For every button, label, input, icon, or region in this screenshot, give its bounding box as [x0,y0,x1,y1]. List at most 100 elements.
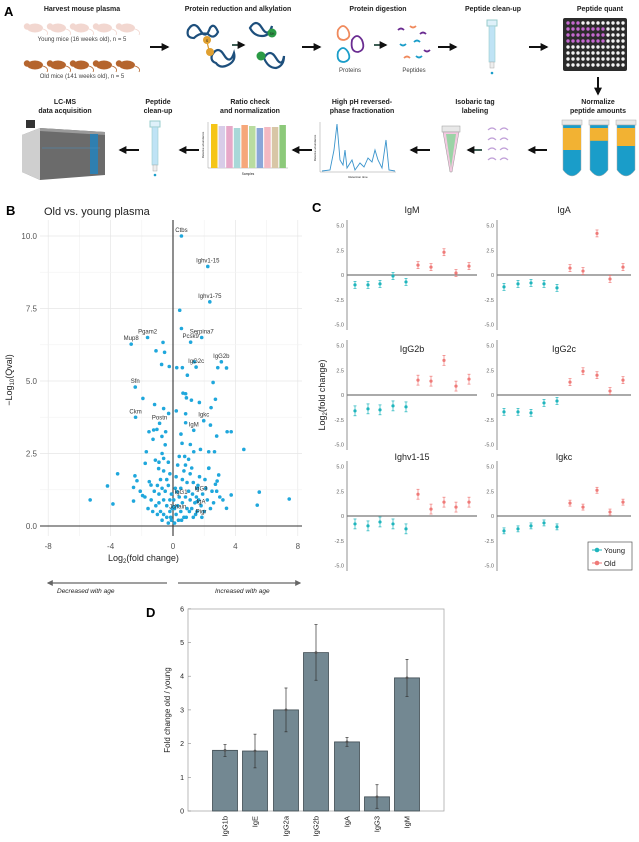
young-point [391,274,395,278]
step-normalize-l2: peptide amounts [570,108,626,115]
plate-well [611,45,615,49]
young-point [353,283,357,287]
plate-well [586,63,590,67]
plate-well [621,51,625,55]
data-point [164,477,169,482]
y-tick-label: 0 [341,273,344,279]
data-point [153,458,158,462]
data-point [164,515,169,520]
old-point [442,500,446,504]
step-ratio-l2: and normalization [220,108,280,115]
young-mice-label: Young mice (16 weeks old), n = 5 [38,37,127,43]
gene-label: IgG1 [175,490,189,496]
y-tick-label: 5.0 [486,465,494,471]
plate-well [581,27,585,31]
labeled-point [201,418,206,423]
data-point [213,482,218,487]
increased-label: Increased with age [215,588,270,595]
bar-iga [334,741,360,812]
young-point [516,282,520,286]
plate-well [611,63,615,67]
gene-label: Jchain [169,505,186,511]
step-cleanup: Peptide clean-up [465,6,521,13]
y-tick-label: 0 [341,393,344,399]
plate-well [606,27,610,31]
data-point [167,364,172,369]
y-tick-label: -5.0 [485,564,494,570]
subplot-iga: IgA 5.0 2.5 0 -2.5 -5.0 [485,205,631,330]
mouse-head [46,60,54,67]
labeled-point [205,264,210,269]
plate-well [581,45,585,49]
data-point [183,391,188,396]
labeled-point [194,365,198,369]
y-tick-label: -5.0 [335,323,344,329]
data-point [218,495,222,499]
data-point [198,447,203,452]
data-point [150,509,155,514]
data-point [157,492,161,496]
data-point [211,501,216,505]
data-point [257,490,262,494]
minibar [233,128,241,168]
data-point [168,509,172,514]
data-point [208,423,213,427]
plate-well [571,39,575,43]
y-tick-label: 1 [180,775,184,782]
y-tick-label: 7.5 [26,305,38,314]
proteins-label: Proteins [339,68,361,74]
plate-well [621,21,625,25]
y-tick-label: 5.0 [336,465,344,471]
mouse-icon [27,23,43,33]
y-tick-label: 3 [180,707,184,714]
tube-orange-layer [563,128,581,150]
old-point [442,250,446,254]
subplot-title: IgG2b [400,344,425,354]
plate-well [596,39,600,43]
plate-well [586,51,590,55]
plate-well [601,39,605,43]
data-point [163,489,167,494]
plate-well [616,45,620,49]
plate-well [566,57,570,61]
old-point [621,378,625,382]
plate-well [616,51,620,55]
mouse-tail [88,28,94,36]
plate-well [601,63,605,67]
y-tick-label: 5.0 [26,377,38,386]
gene-label: Mup8 [124,336,140,342]
d-ylabel: Fold change old / young [163,667,172,752]
legend-old-marker [594,560,600,566]
y-tick-label: 2.5 [336,368,344,374]
cleanup-column-icon-2 [149,120,161,177]
mouse-tail [65,65,71,73]
y-tick-label: 0 [180,809,184,816]
gene-label: IgG2c [188,359,204,365]
young-point [404,405,408,409]
gene-label: Ighv1-75 [198,294,222,300]
y-tick-label: 0.0 [26,522,38,531]
data-point [168,472,172,476]
plate-well [591,63,595,67]
data-point [287,497,292,501]
data-point [159,362,164,367]
plate-well [601,33,605,37]
y-tick-label: 2 [180,741,184,748]
young-point [366,407,370,411]
data-point [203,477,207,482]
labeled-point [133,385,138,389]
young-point [555,525,559,529]
data-point [188,442,193,447]
plate-well [611,33,615,37]
tube-cap [588,119,610,126]
data-point [215,365,220,370]
data-point [161,469,166,473]
data-point [203,486,208,491]
old-point [595,373,599,377]
data-point [221,498,225,502]
labeled-point [129,342,133,346]
y-tick-label: 5.0 [336,344,344,350]
data-point [184,515,189,520]
y-tick-label: -2.5 [485,298,494,304]
old-point [442,358,446,362]
